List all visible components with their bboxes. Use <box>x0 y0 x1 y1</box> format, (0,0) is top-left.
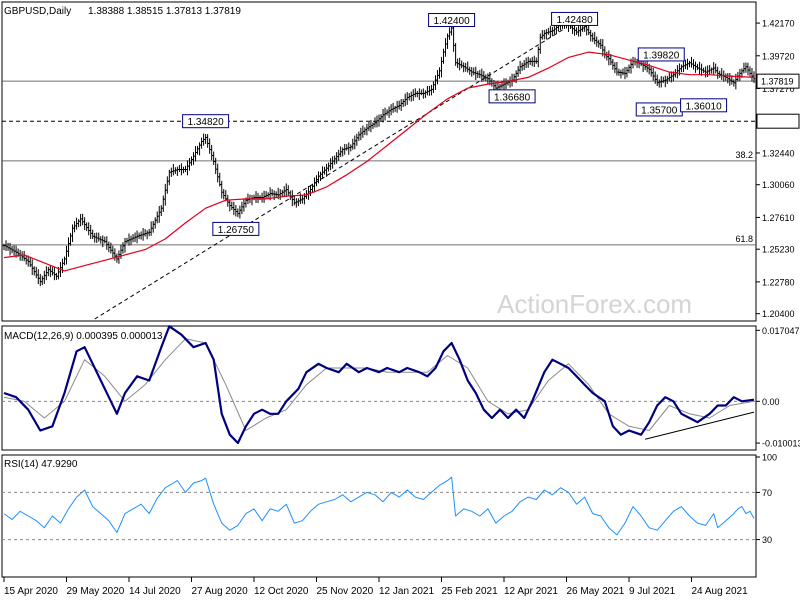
rsi-y-axis: 100 70 30 <box>756 453 777 545</box>
macd-lines <box>2 325 756 445</box>
x-tick-label: 24 Aug 2021 <box>692 586 749 597</box>
level-annotation-box <box>680 98 728 113</box>
level-annotation-label: 1.39820 <box>643 50 680 61</box>
price-tick-label: 1.32440 <box>762 148 795 158</box>
price-ohlc-header: 1.38388 1.38515 1.37813 1.37819 <box>88 6 241 17</box>
level-annotation-box <box>182 114 230 129</box>
x-tick-label: 9 Jul 2021 <box>629 586 676 597</box>
price-trendline-dashed <box>94 28 565 320</box>
price-tick-label: 1.25230 <box>762 245 795 255</box>
watermark: ActionForex.com <box>497 289 692 319</box>
macd-trendline <box>645 411 755 440</box>
level-annotation-label: 1.34820 <box>188 117 225 128</box>
level-annotation-label: 1.35700 <box>641 105 678 116</box>
current-price-label: 1.37819 <box>761 77 794 87</box>
x-tick-label: 29 May 2020 <box>67 586 125 597</box>
x-tick-label: 27 Aug 2020 <box>192 586 249 597</box>
level-annotation-label: 1.36010 <box>686 101 723 112</box>
x-tick-label: 12 Oct 2020 <box>254 586 309 597</box>
macd-signal-line <box>3 338 755 431</box>
fib-level-label: 61.8 <box>735 234 753 244</box>
price-tick-label: 1.37270 <box>762 84 795 94</box>
price-tick-label: 1.27610 <box>762 213 795 223</box>
ema-line <box>3 51 755 272</box>
rsi-panel-frame <box>1 454 757 578</box>
rsi-title: RSI(14) 47.9290 <box>4 459 78 470</box>
price-title: GBPUSD,Daily <box>4 6 71 17</box>
x-tick-label: 15 Apr 2020 <box>4 586 58 597</box>
x-tick-label: 26 May 2021 <box>567 586 625 597</box>
level-annotation-box <box>637 47 685 62</box>
level-annotation-label: 1.42400 <box>434 16 471 27</box>
price-bars <box>2 18 756 287</box>
macd-tick-label: 0.00 <box>762 397 780 407</box>
x-tick-label: 14 Jul 2020 <box>129 586 181 597</box>
price-annotations: 1.42400 1.42480 1.39820 1.36680 1.35700 1.360… <box>182 11 728 236</box>
ema-line-path <box>3 51 755 272</box>
level-annotation-box <box>212 221 260 236</box>
rsi-tick-label: 30 <box>762 535 772 545</box>
level-annotation-box <box>428 13 476 28</box>
x-tick-label: 12 Jan 2021 <box>379 586 434 597</box>
price-panel-frame <box>1 1 757 322</box>
macd-y-axis: 0.017047 0.00 -0.010013 <box>756 326 800 449</box>
macd-tick-label: 0.017047 <box>762 326 800 336</box>
rsi-tick-label: 70 <box>762 488 772 498</box>
current-price-box <box>756 73 800 89</box>
price-tick-label: 1.30060 <box>762 180 795 190</box>
level-annotation-box <box>551 11 599 26</box>
level-annotation-label: 1.26750 <box>218 225 255 236</box>
rsi-tick-label: 100 <box>762 453 777 463</box>
price-tick-label: 1.22780 <box>762 277 795 287</box>
rsi-line-path <box>3 476 755 536</box>
rsi-line <box>2 476 756 541</box>
level-annotation-label: 1.36680 <box>494 92 531 103</box>
level-axis-box <box>756 113 800 129</box>
price-horizontal-lines: 38.2 61.8 <box>2 80 756 246</box>
level-annotation-box <box>488 89 536 104</box>
x-tick-label: 12 Apr 2021 <box>504 586 558 597</box>
macd-tick-label: -0.010013 <box>762 439 800 449</box>
x-tick-label: 25 Nov 2020 <box>317 586 374 597</box>
macd-title: MACD(12,26,9) 0.000395 0.000013 <box>4 331 163 342</box>
price-tick-label: 1.42170 <box>762 19 795 29</box>
x-tick-label: 25 Feb 2021 <box>442 586 499 597</box>
price-tick-label: 1.39720 <box>762 51 795 61</box>
price-tick-label: 1.20400 <box>762 309 795 319</box>
x-axis: 15 Apr 2020 29 May 2020 14 Jul 2020 27 Aug … <box>3 577 749 597</box>
level-annotation-label: 1.42480 <box>556 15 593 26</box>
macd-main-line <box>3 325 755 445</box>
fib-level-label: 38.2 <box>735 150 753 160</box>
price-trendline <box>94 28 565 320</box>
price-y-axis: 1.421701.397201.372701.348201.324401.300… <box>756 19 800 319</box>
